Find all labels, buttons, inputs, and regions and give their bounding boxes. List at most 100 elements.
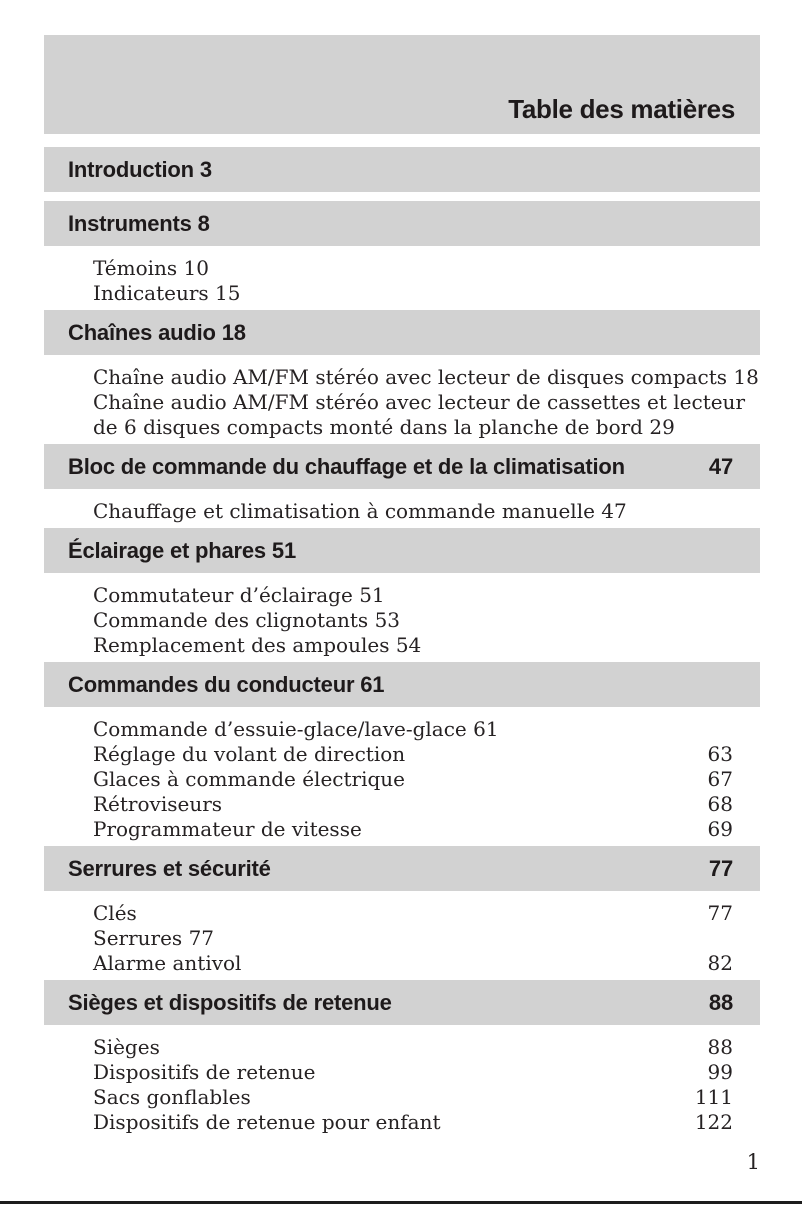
entry-page: 88 <box>707 1035 733 1059</box>
section-bar-eclairage-et-phares: Éclairage et phares 51 <box>44 528 760 573</box>
entry-label: Programmateur de vitesse <box>93 817 362 841</box>
section-bar-serrures-et-securite: Serrures et sécurité 77 <box>44 846 760 891</box>
entry-label: Alarme antivol <box>93 951 242 975</box>
entry-page: 15 <box>215 281 241 305</box>
section-title-text: Éclairage et phares <box>68 537 266 563</box>
toc-entry: Rétroviseurs 68 <box>93 792 733 817</box>
toc-entry: Remplacement des ampoules 54 <box>93 633 733 658</box>
section-bar-sieges-et-dispositifs: Sièges et dispositifs de retenue 88 <box>44 980 760 1025</box>
entry-label: Commutateur d’éclairage <box>93 583 353 607</box>
section-bar-bloc-de-commande: Bloc de commande du chauffage et de la c… <box>44 444 760 489</box>
entry-page: 10 <box>183 256 209 280</box>
entry-page: 111 <box>694 1085 733 1109</box>
toc-entry: de 6 disques compacts monté dans la plan… <box>93 415 733 440</box>
entry-page: 77 <box>188 926 215 950</box>
page-number: 1 <box>746 1150 760 1174</box>
entry-label: Clés <box>93 901 137 925</box>
section-title: Instruments 8 <box>68 211 210 237</box>
toc-entry: Commutateur d’éclairage 51 <box>93 583 733 608</box>
entry-page: 68 <box>707 792 733 816</box>
entry-label: Réglage du volant de direction <box>93 742 406 766</box>
toc-entry: Chaîne audio AM/FM stéréo avec lecteur d… <box>93 390 745 415</box>
section-page: 61 <box>360 671 385 697</box>
entry-label: Remplacement des ampoules <box>93 633 390 657</box>
entry-page: 54 <box>395 633 422 657</box>
entry-page: 61 <box>473 717 499 741</box>
section-title-text: Chaînes audio <box>68 319 216 345</box>
section-title-text: Introduction <box>68 156 194 182</box>
entry-label: Indicateurs <box>93 281 209 305</box>
entry-page: 69 <box>707 817 733 841</box>
section-page: 77 <box>708 855 733 881</box>
toc-group-commandes: Commande d’essuie-glace/lave-glace 61 Ré… <box>44 707 760 846</box>
entry-label: Chaîne audio AM/FM stéréo avec lecteur d… <box>93 390 746 414</box>
entry-page: 99 <box>707 1060 733 1084</box>
toc-entry: Indicateurs 15 <box>93 281 733 306</box>
entry-page: 77 <box>707 901 733 925</box>
section-page: 3 <box>199 156 212 182</box>
toc-entry: Alarme antivol 82 <box>93 951 733 976</box>
entry-label: Dispositifs de retenue <box>93 1060 316 1084</box>
entry-label: Commande d’essuie-glace/lave-glace <box>93 717 467 741</box>
toc-entry: Chauffage et climatisation à commande ma… <box>93 499 733 524</box>
toc-group-sieges: Sièges 88 Dispositifs de retenue 99 Sacs g… <box>44 1025 760 1139</box>
toc-content: Table des matières Introduction 3 Instru… <box>44 35 760 1139</box>
toc-entry: Dispositifs de retenue pour enfant 122 <box>93 1110 733 1135</box>
entry-label: Dispositifs de retenue pour enfant <box>93 1110 441 1134</box>
section-page: 47 <box>708 453 733 479</box>
section-page: 88 <box>708 989 733 1015</box>
toc-entry: Programmateur de vitesse 69 <box>93 817 733 842</box>
entry-label: Rétroviseurs <box>93 792 223 816</box>
entry-page: 18 <box>733 365 759 389</box>
entry-page: 29 <box>649 415 675 439</box>
entry-page: 82 <box>707 951 733 975</box>
toc-group-bloc-de-commande: Chauffage et climatisation à commande ma… <box>44 489 760 528</box>
entry-label: Sièges <box>93 1035 160 1059</box>
entry-label: Commande des clignotants <box>93 608 369 632</box>
page-title: Table des matières <box>508 94 735 124</box>
entry-label: Sacs gonflables <box>93 1085 251 1109</box>
section-title: Introduction 3 <box>68 157 212 183</box>
toc-group-eclairage: Commutateur d’éclairage 51 Commande des … <box>44 573 760 662</box>
section-title-text: Instruments <box>68 210 192 236</box>
entry-page: 47 <box>601 499 627 523</box>
toc-entry: Réglage du volant de direction 63 <box>93 742 733 767</box>
toc-entry: Chaîne audio AM/FM stéréo avec lecteur d… <box>93 365 759 390</box>
toc-entry: Commande des clignotants 53 <box>93 608 733 633</box>
title-block: Table des matières <box>44 35 760 134</box>
toc-entry: Sacs gonflables 111 <box>93 1085 733 1110</box>
entry-page: 53 <box>374 608 401 632</box>
entry-label: Chauffage et climatisation à commande ma… <box>93 499 595 523</box>
toc-group-instruments: Témoins 10 Indicateurs 15 <box>44 246 760 310</box>
toc-entry: Témoins 10 <box>93 256 733 281</box>
section-title-text: Commandes du conducteur <box>68 671 355 697</box>
toc-group-serrures: Clés 77 Serrures 77 Alarme antivol 82 <box>44 891 760 980</box>
entry-page: 63 <box>707 742 733 766</box>
entry-label: Chaîne audio AM/FM stéréo avec lecteur d… <box>93 365 728 389</box>
section-title-text: Serrures et sécurité <box>68 855 271 881</box>
toc-group-chaines-audio: Chaîne audio AM/FM stéréo avec lecteur d… <box>44 355 760 444</box>
entry-page: 51 <box>359 583 385 607</box>
toc-entry: Sièges 88 <box>93 1035 733 1060</box>
entry-label: Glaces à commande électrique <box>93 767 405 791</box>
section-title-text: Sièges et dispositifs de retenue <box>68 989 392 1015</box>
section-page: 18 <box>221 319 246 345</box>
entry-page: 122 <box>694 1110 733 1134</box>
toc-entry: Clés 77 <box>93 901 733 926</box>
section-title: Éclairage et phares 51 <box>68 538 296 564</box>
entry-page: 67 <box>707 767 733 791</box>
entry-label: de 6 disques compacts monté dans la plan… <box>93 415 643 439</box>
section-title-text: Bloc de commande du chauffage et de la c… <box>68 453 625 479</box>
section-bar-introduction: Introduction 3 <box>44 147 760 192</box>
section-bar-instruments: Instruments 8 <box>44 201 760 246</box>
section-page: 51 <box>271 537 296 563</box>
section-title: Chaînes audio 18 <box>68 320 246 346</box>
toc-entry: Serrures 77 <box>93 926 733 951</box>
entry-label: Serrures <box>93 926 183 950</box>
toc-entry: Commande d’essuie-glace/lave-glace 61 <box>93 717 733 742</box>
section-page: 8 <box>197 210 210 236</box>
toc-entry: Dispositifs de retenue 99 <box>93 1060 733 1085</box>
section-title: Commandes du conducteur 61 <box>68 671 385 698</box>
bottom-rule <box>0 1201 802 1204</box>
